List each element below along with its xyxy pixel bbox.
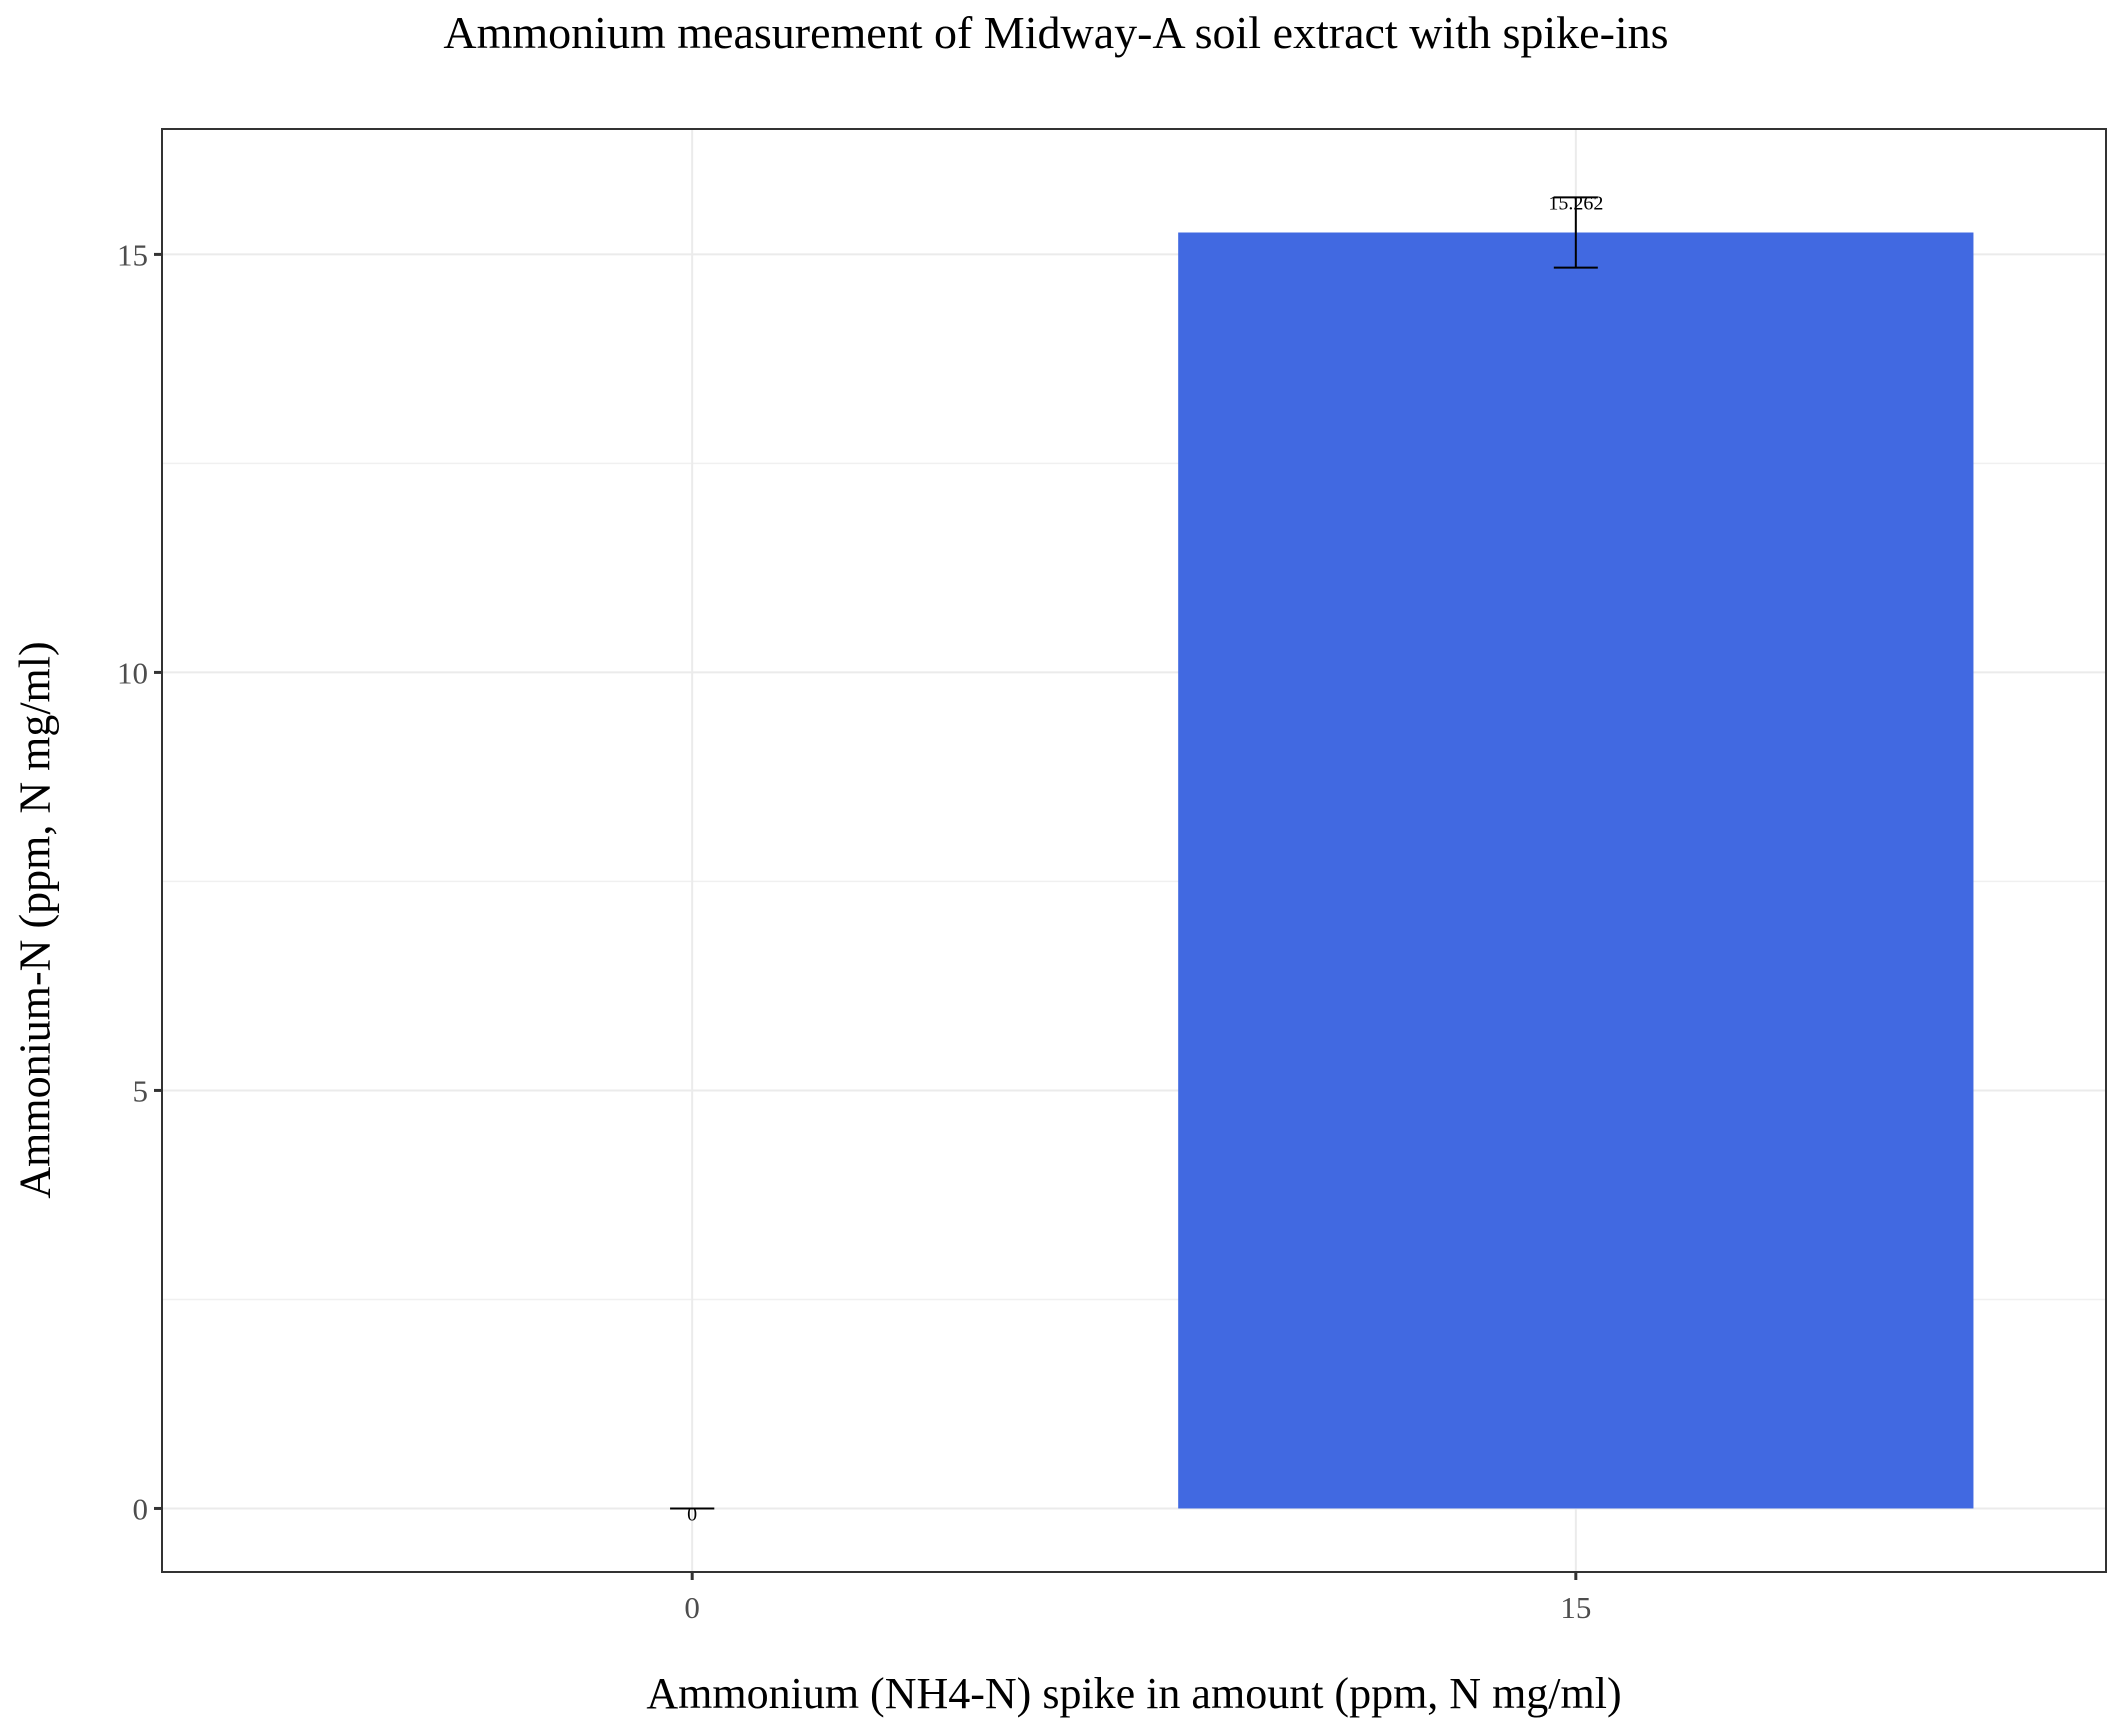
data-label: 0 <box>687 1503 697 1525</box>
y-tick-label: 10 <box>117 655 148 690</box>
y-tick-label: 5 <box>133 1073 149 1108</box>
bar <box>1178 232 1974 1509</box>
x-axis-title: Ammonium (NH4-N) spike in amount (ppm, N… <box>646 1669 1622 1718</box>
panel-border <box>161 128 2107 1573</box>
data-label: 15.262 <box>1548 192 1603 214</box>
y-tick-label: 15 <box>117 237 148 272</box>
chart-title: Ammonium measurement of Midway-A soil ex… <box>443 7 1669 58</box>
x-tick-label: 0 <box>684 1590 700 1625</box>
y-tick-label: 0 <box>133 1491 149 1526</box>
x-tick-label: 15 <box>1560 1590 1591 1625</box>
